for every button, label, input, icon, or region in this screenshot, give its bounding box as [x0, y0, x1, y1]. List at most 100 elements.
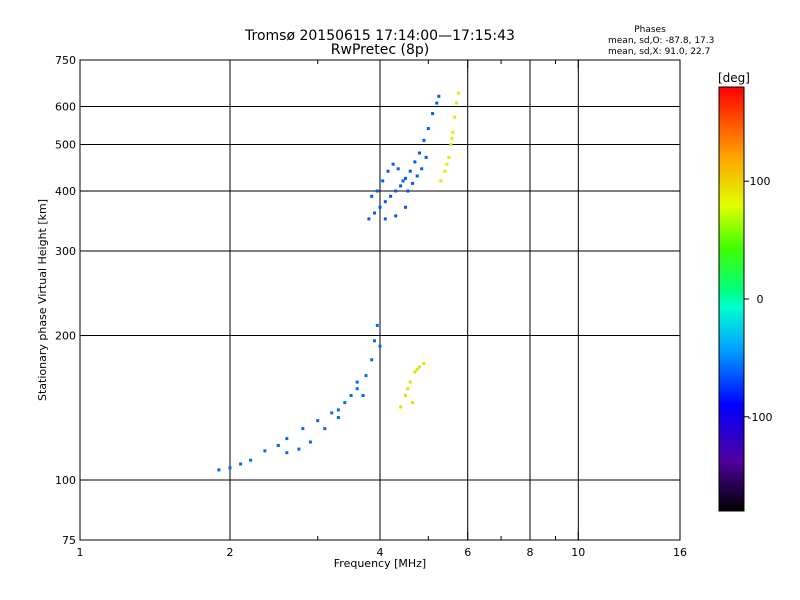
colorbar-label: [deg]	[718, 71, 750, 85]
data-point	[355, 387, 359, 391]
legend-line-o: mean, sd,O: -87.8, 17.3	[608, 36, 714, 46]
data-point	[413, 160, 417, 164]
data-point	[386, 169, 390, 173]
data-point	[297, 447, 301, 451]
data-point	[308, 440, 312, 444]
data-point	[411, 181, 415, 185]
grid	[80, 60, 680, 540]
data-point	[422, 138, 426, 142]
data-point	[383, 217, 387, 221]
data-point	[424, 155, 428, 159]
data-point	[383, 200, 387, 204]
data-point	[443, 169, 447, 173]
x-tick-label: 2	[227, 546, 234, 559]
data-point	[370, 358, 374, 362]
data-point	[389, 194, 393, 198]
data-point	[373, 211, 376, 215]
data-point	[375, 189, 379, 193]
data-point	[404, 394, 407, 397]
data-point	[217, 468, 221, 472]
data-point	[437, 94, 441, 98]
data-point	[249, 458, 253, 462]
data-point	[361, 394, 365, 397]
data-points	[217, 91, 460, 472]
data-point	[367, 217, 371, 221]
data-point	[455, 101, 459, 105]
data-point	[301, 427, 305, 431]
x-tick-label: 1	[77, 546, 84, 559]
data-point	[355, 380, 359, 384]
data-point	[228, 466, 232, 470]
data-point	[336, 416, 340, 419]
data-point	[375, 323, 379, 327]
data-point	[450, 136, 454, 140]
x-axis-label: Frequency [MHz]	[334, 557, 426, 570]
data-point	[394, 214, 398, 218]
colorbar	[718, 86, 745, 512]
y-tick-label: 400	[55, 185, 76, 198]
y-tick-label: 750	[55, 54, 76, 67]
data-point	[378, 205, 382, 209]
data-point	[349, 394, 353, 397]
data-point	[415, 367, 419, 371]
data-point	[330, 411, 334, 415]
data-point	[370, 194, 374, 198]
data-point	[404, 176, 407, 180]
data-point	[418, 151, 421, 155]
data-point	[401, 179, 405, 183]
data-point	[457, 91, 460, 95]
y-tick-label: 300	[55, 245, 76, 258]
y-tick-label: 600	[55, 101, 76, 114]
data-point	[439, 179, 443, 183]
data-point	[399, 184, 403, 188]
data-point	[406, 189, 410, 193]
legend-line-x: mean, sd,X: 91.0, 22.7	[608, 47, 710, 57]
data-point	[445, 162, 449, 166]
data-point	[406, 387, 410, 391]
x-tick-label: 6	[464, 546, 471, 559]
data-point	[373, 339, 376, 343]
x-axis-ticks: 1 2 4 6 8 10 16	[77, 60, 687, 559]
colorbar-ticks: 100 0 -100	[744, 175, 772, 424]
data-point	[239, 462, 243, 466]
data-point	[263, 449, 267, 453]
data-point	[276, 444, 280, 447]
data-point	[396, 167, 400, 171]
x-tick-label: 16	[673, 546, 687, 559]
data-point	[343, 401, 347, 405]
data-point	[285, 451, 289, 455]
data-point	[431, 112, 435, 116]
data-point	[449, 143, 453, 146]
y-tick-label: 75	[62, 534, 76, 547]
y-tick-label: 200	[55, 330, 76, 343]
data-point	[426, 127, 430, 130]
data-point	[381, 179, 385, 183]
data-point	[394, 189, 398, 193]
data-point	[391, 162, 395, 166]
data-point	[285, 437, 289, 441]
y-tick-label: 500	[55, 139, 76, 152]
colorbar-tick-label: -100	[748, 411, 773, 424]
data-point	[404, 205, 407, 209]
colorbar-tick-label: 100	[750, 175, 771, 188]
data-point	[447, 155, 451, 159]
data-point	[399, 405, 403, 409]
data-point	[415, 174, 419, 178]
y-tick-label: 100	[55, 474, 76, 487]
data-point	[420, 167, 424, 171]
x-tick-label: 10	[571, 546, 585, 559]
legend-title: Phases	[634, 25, 666, 35]
data-point	[422, 361, 426, 365]
data-point	[364, 374, 368, 378]
data-point	[453, 115, 457, 119]
data-point	[408, 169, 412, 173]
colorbar-tick-label: 0	[757, 293, 764, 306]
data-point	[418, 365, 421, 369]
data-point	[316, 419, 320, 423]
data-point	[413, 370, 417, 374]
data-point	[408, 380, 412, 384]
data-point	[378, 344, 382, 348]
y-axis-ticks: 75 100 200 300 400 500 600 750	[55, 54, 680, 547]
data-point	[451, 130, 455, 134]
